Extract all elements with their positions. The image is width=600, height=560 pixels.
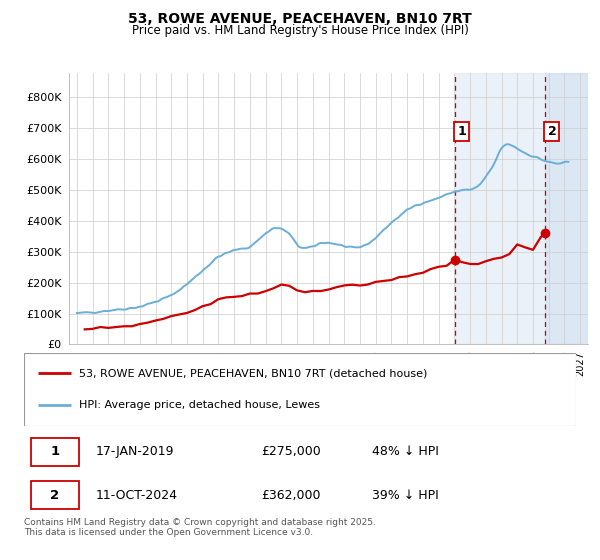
Text: 2: 2 bbox=[50, 489, 59, 502]
Bar bbox=[545, 73, 588, 344]
Text: 53, ROWE AVENUE, PEACEHAVEN, BN10 7RT (detached house): 53, ROWE AVENUE, PEACEHAVEN, BN10 7RT (d… bbox=[79, 368, 428, 378]
Text: 2: 2 bbox=[548, 125, 556, 138]
Text: £362,000: £362,000 bbox=[262, 489, 321, 502]
Text: 17-JAN-2019: 17-JAN-2019 bbox=[96, 445, 174, 458]
Text: 1: 1 bbox=[457, 125, 466, 138]
Text: HPI: Average price, detached house, Lewes: HPI: Average price, detached house, Lewe… bbox=[79, 400, 320, 410]
Text: 11-OCT-2024: 11-OCT-2024 bbox=[96, 489, 178, 502]
Bar bbox=[455, 73, 588, 344]
Text: Price paid vs. HM Land Registry's House Price Index (HPI): Price paid vs. HM Land Registry's House … bbox=[131, 24, 469, 37]
Text: £275,000: £275,000 bbox=[262, 445, 321, 458]
Text: 53, ROWE AVENUE, PEACEHAVEN, BN10 7RT: 53, ROWE AVENUE, PEACEHAVEN, BN10 7RT bbox=[128, 12, 472, 26]
FancyBboxPatch shape bbox=[31, 438, 79, 466]
Text: 39% ↓ HPI: 39% ↓ HPI bbox=[372, 489, 439, 502]
Text: 48% ↓ HPI: 48% ↓ HPI bbox=[372, 445, 439, 458]
Text: Contains HM Land Registry data © Crown copyright and database right 2025.
This d: Contains HM Land Registry data © Crown c… bbox=[24, 518, 376, 538]
Text: 1: 1 bbox=[50, 445, 59, 458]
FancyBboxPatch shape bbox=[31, 482, 79, 509]
